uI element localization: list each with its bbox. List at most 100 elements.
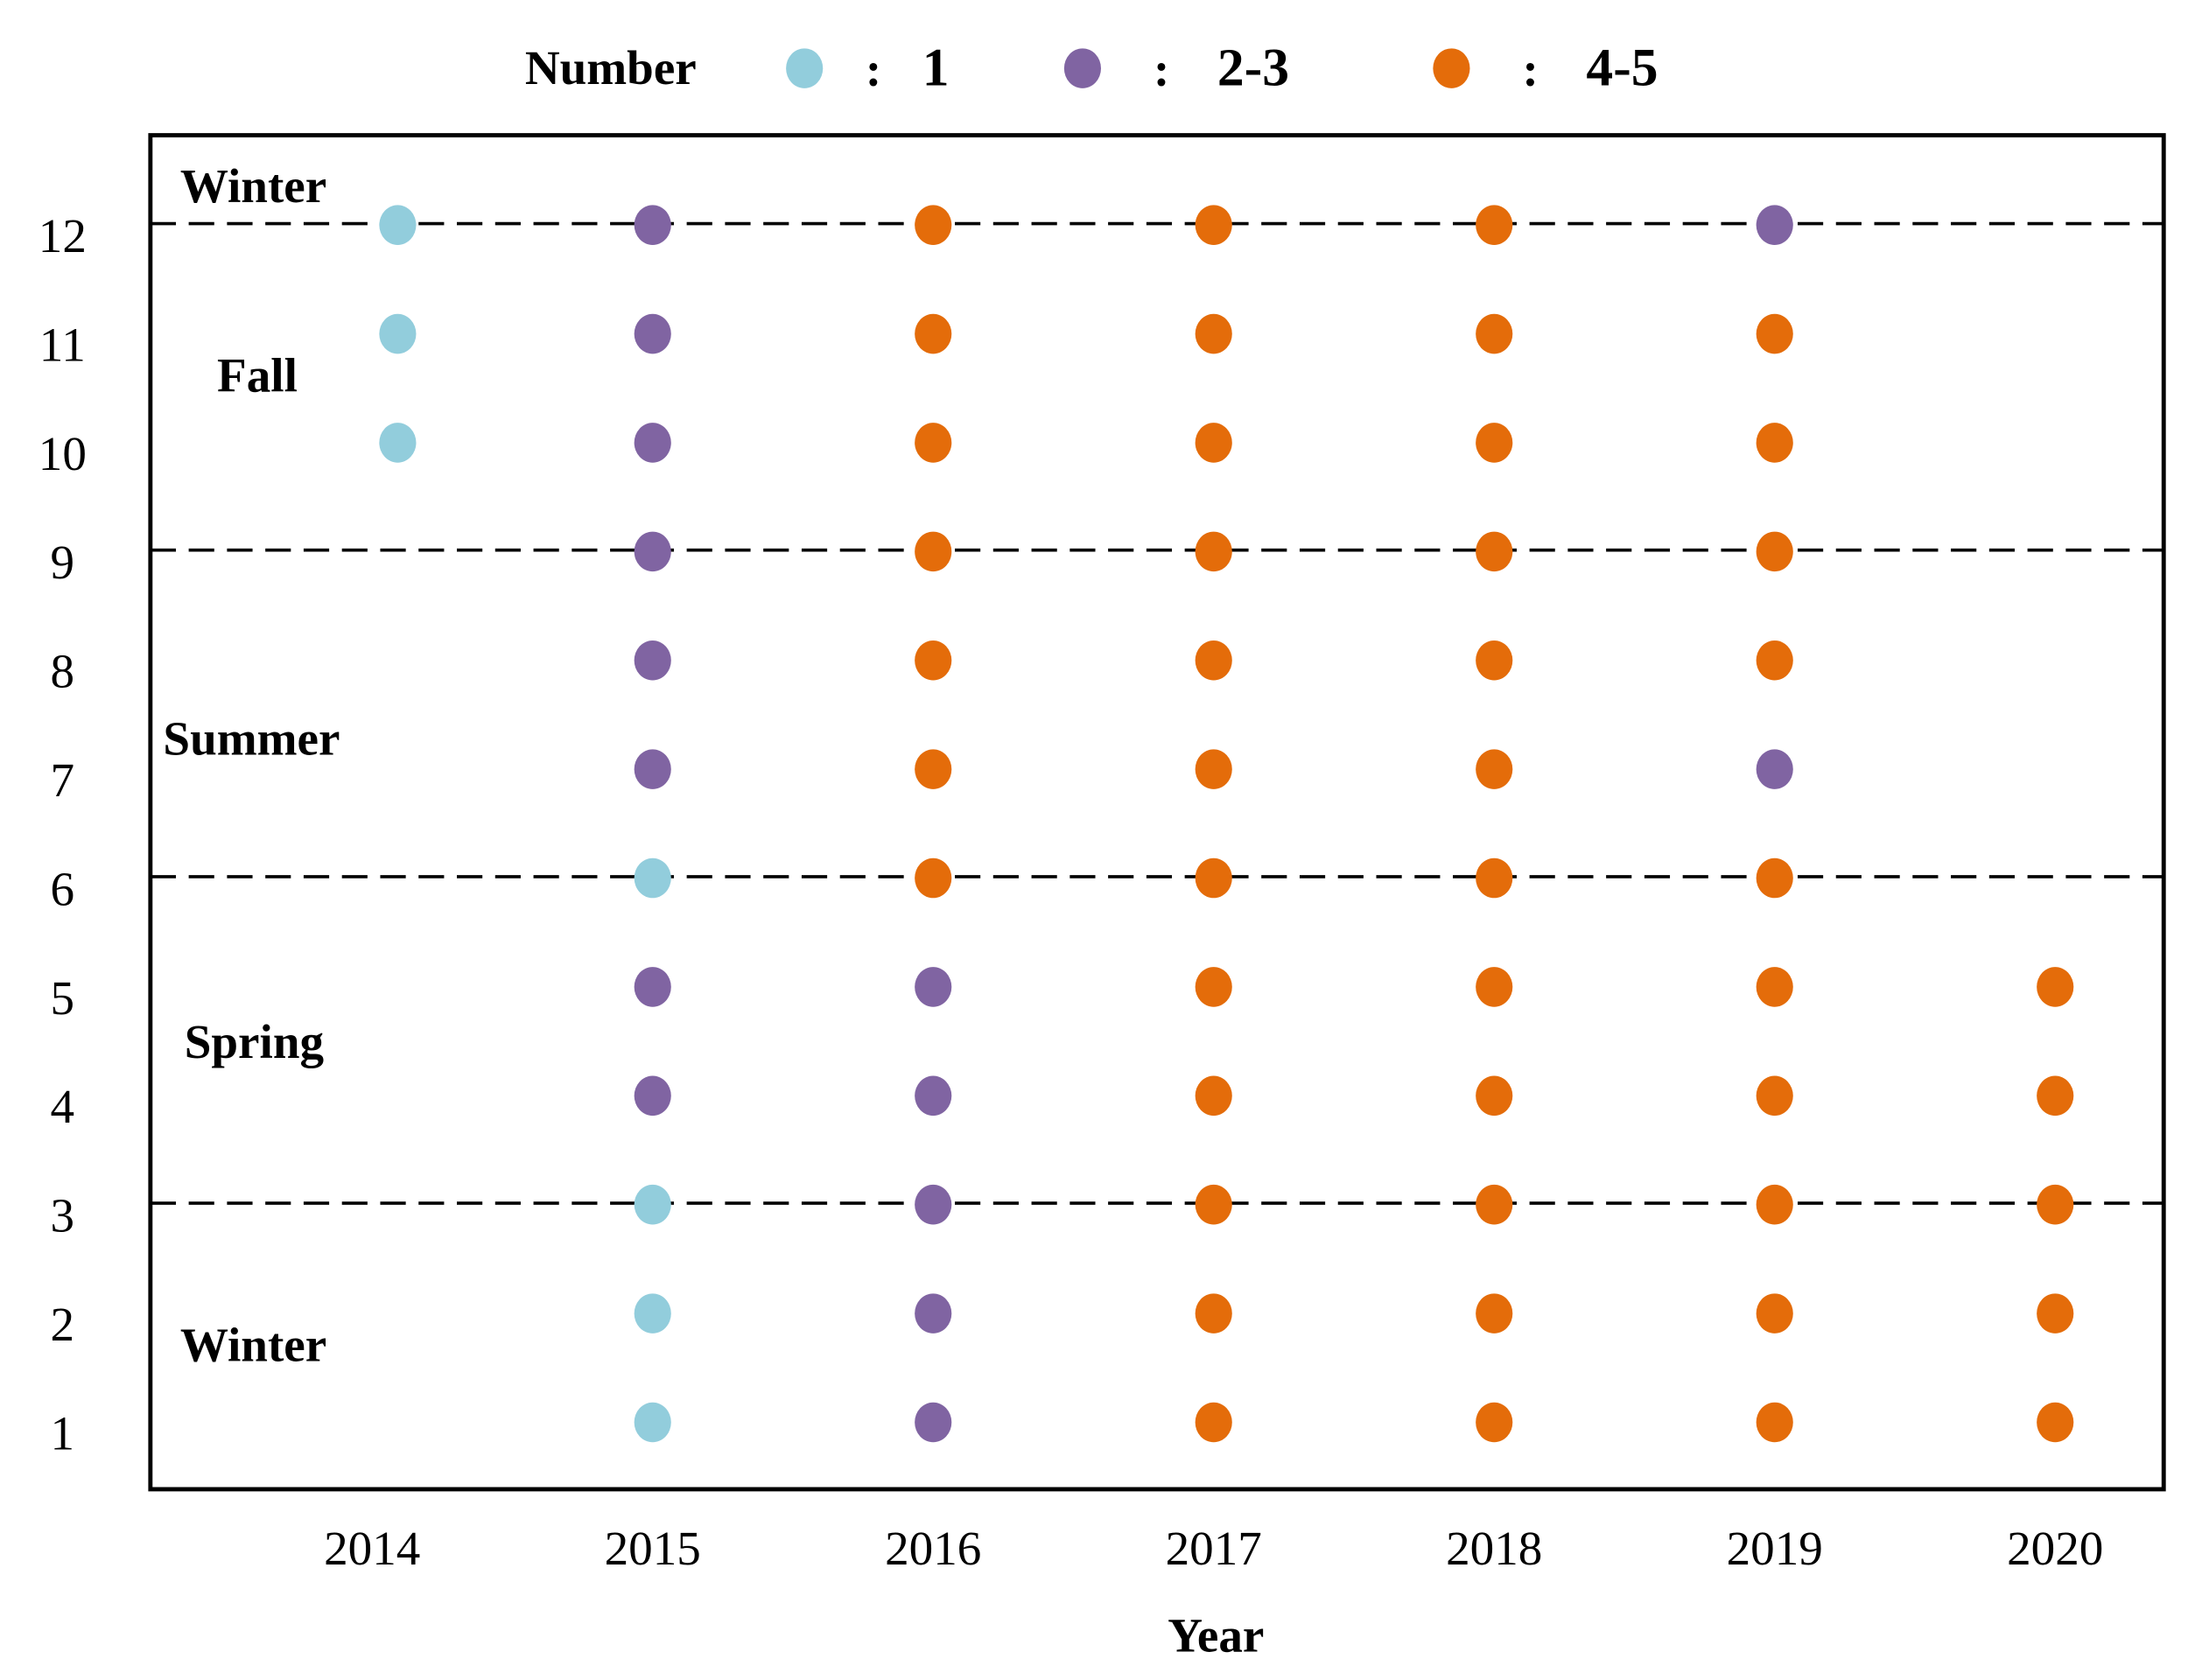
data-point-2018-9 [1476, 531, 1513, 572]
data-point-2019-1 [1756, 1402, 1793, 1443]
data-point-2016-5 [915, 967, 952, 1007]
data-point-2017-8 [1195, 640, 1232, 681]
legend-marker-4-5 [1433, 48, 1470, 88]
data-point-2018-8 [1476, 640, 1513, 681]
y-tick-label: 10 [39, 427, 87, 480]
y-tick-label: 2 [51, 1298, 75, 1351]
legend-separator: : [1154, 43, 1169, 96]
data-point-2016-12 [915, 205, 952, 245]
data-point-2015-12 [634, 205, 671, 245]
data-point-2014-12 [379, 205, 417, 245]
data-point-2015-7 [634, 749, 671, 789]
data-point-2020-1 [2037, 1402, 2074, 1443]
data-point-2018-6 [1476, 858, 1513, 899]
x-tick-label: 2014 [324, 1522, 420, 1575]
y-tick-label: 6 [51, 862, 75, 915]
data-point-2019-9 [1756, 531, 1793, 572]
data-point-2015-11 [634, 313, 671, 354]
data-point-2020-5 [2037, 967, 2074, 1007]
data-point-2019-6 [1756, 858, 1793, 899]
season-label-winter-bottom: Winter [180, 1318, 326, 1371]
data-point-2018-4 [1476, 1075, 1513, 1116]
x-tick-label: 2016 [885, 1522, 981, 1575]
data-point-2017-9 [1195, 531, 1232, 572]
season-labels: Winter Fall Summer Spring Winter [163, 159, 340, 1372]
data-point-2016-8 [915, 640, 952, 681]
legend-separator: : [1522, 43, 1538, 96]
data-point-2019-11 [1756, 313, 1793, 354]
legend-label-1: 1 [922, 38, 950, 98]
data-point-2016-6 [915, 858, 952, 899]
x-axis-label: Year [1168, 1608, 1264, 1662]
data-point-2019-12 [1756, 205, 1793, 245]
data-point-2014-11 [379, 313, 417, 354]
data-point-2018-12 [1476, 205, 1513, 245]
y-tick-label: 3 [51, 1189, 75, 1242]
season-label-summer: Summer [163, 711, 340, 765]
season-label-spring: Spring [185, 1015, 325, 1068]
data-point-2017-12 [1195, 205, 1232, 245]
data-point-2017-3 [1195, 1184, 1232, 1225]
data-point-2019-4 [1756, 1075, 1793, 1116]
x-axis-ticks: 2014 2015 2016 2017 2018 2019 2020 [324, 1522, 2103, 1575]
data-point-2016-10 [915, 423, 952, 463]
data-point-2020-3 [2037, 1184, 2074, 1225]
data-point-2019-7 [1756, 749, 1793, 789]
y-tick-label: 1 [51, 1406, 75, 1460]
legend-separator: : [866, 43, 881, 96]
y-tick-label: 5 [51, 971, 75, 1025]
data-point-2018-5 [1476, 967, 1513, 1007]
data-point-2015-5 [634, 967, 671, 1007]
x-tick-label: 2018 [1446, 1522, 1542, 1575]
data-point-2019-10 [1756, 423, 1793, 463]
data-point-2018-7 [1476, 749, 1513, 789]
season-label-fall: Fall [217, 348, 298, 402]
season-label-winter-top: Winter [180, 159, 326, 213]
legend-marker-1 [786, 48, 824, 88]
data-point-2016-3 [915, 1184, 952, 1225]
data-point-2018-3 [1476, 1184, 1513, 1225]
y-tick-label: 11 [39, 318, 86, 371]
data-point-2015-9 [634, 531, 671, 572]
data-point-2019-8 [1756, 640, 1793, 681]
data-point-2016-9 [915, 531, 952, 572]
data-point-2015-8 [634, 640, 671, 681]
data-point-2014-10 [379, 423, 417, 463]
legend: Number : 1 : 2-3 : 4-5 [525, 38, 1659, 98]
data-point-2020-4 [2037, 1075, 2074, 1116]
data-point-2015-6 [634, 858, 671, 899]
legend-title: Number [525, 41, 697, 94]
legend-label-4-5: 4-5 [1586, 38, 1658, 98]
data-point-2020-2 [2037, 1293, 2074, 1334]
data-point-2016-2 [915, 1293, 952, 1334]
y-tick-label: 8 [51, 645, 75, 698]
data-point-2015-10 [634, 423, 671, 463]
data-points [379, 205, 2074, 1443]
legend-label-2-3: 2-3 [1217, 38, 1289, 98]
x-tick-label: 2019 [1727, 1522, 1823, 1575]
data-point-2017-10 [1195, 423, 1232, 463]
data-point-2018-11 [1476, 313, 1513, 354]
data-point-2017-7 [1195, 749, 1232, 789]
data-point-2018-10 [1476, 423, 1513, 463]
data-point-2016-11 [915, 313, 952, 354]
data-point-2018-2 [1476, 1293, 1513, 1334]
data-point-2015-1 [634, 1402, 671, 1443]
data-point-2015-3 [634, 1184, 671, 1225]
data-point-2016-7 [915, 749, 952, 789]
data-point-2019-5 [1756, 967, 1793, 1007]
data-point-2017-4 [1195, 1075, 1232, 1116]
data-point-2015-2 [634, 1293, 671, 1334]
data-point-2019-3 [1756, 1184, 1793, 1225]
legend-marker-2-3 [1063, 48, 1101, 88]
data-point-2019-2 [1756, 1293, 1793, 1334]
x-tick-label: 2020 [2007, 1522, 2103, 1575]
data-point-2017-5 [1195, 967, 1232, 1007]
data-point-2016-4 [915, 1075, 952, 1116]
y-tick-label: 9 [51, 536, 75, 589]
x-tick-label: 2015 [605, 1522, 701, 1575]
x-tick-label: 2017 [1166, 1522, 1262, 1575]
y-tick-label: 7 [51, 753, 75, 807]
